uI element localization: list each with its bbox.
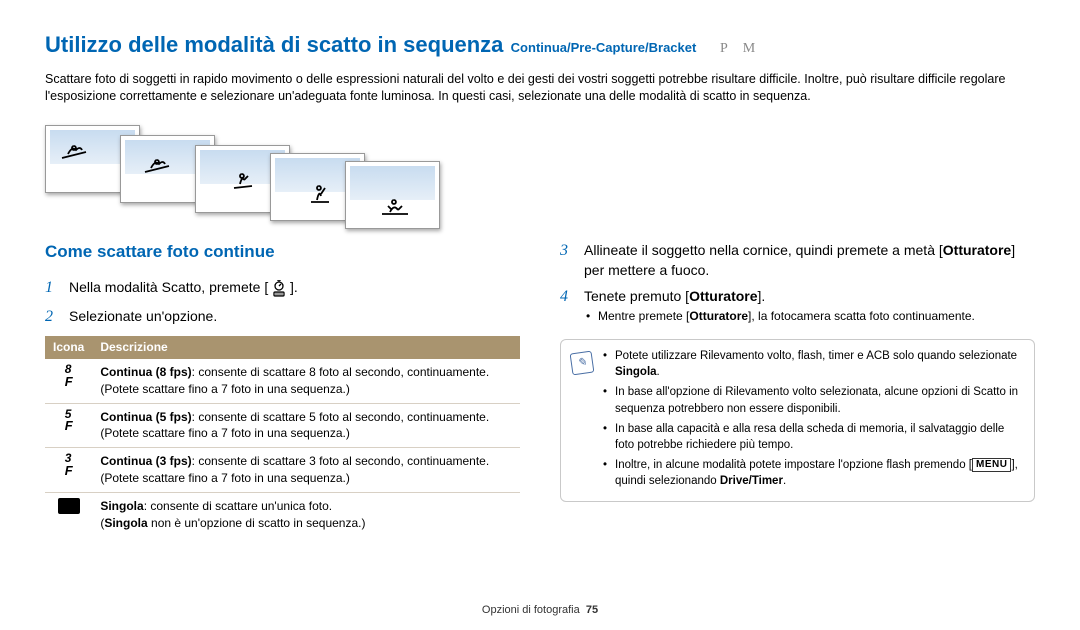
fps-8-icon: 8F bbox=[65, 364, 73, 389]
table-header-desc: Descrizione bbox=[92, 336, 520, 359]
table-cell-desc: Continua (8 fps): consente di scattare 8… bbox=[92, 359, 520, 403]
page-header: Utilizzo delle modalità di scatto in seq… bbox=[45, 30, 1035, 61]
single-shot-icon bbox=[58, 498, 80, 514]
note-item: In base alla capacità e alla resa della … bbox=[603, 421, 1024, 453]
table-cell-desc: Continua (3 fps): consente di scattare 3… bbox=[92, 448, 520, 493]
right-column: 3 Allineate il soggetto nella cornice, q… bbox=[560, 240, 1035, 537]
table-row: 8F Continua (8 fps): consente di scattar… bbox=[45, 359, 520, 403]
table-header-icon: Icona bbox=[45, 336, 92, 359]
footer-section: Opzioni di fotografia bbox=[482, 604, 580, 616]
timer-drive-icon bbox=[272, 280, 286, 298]
sequence-frame bbox=[345, 161, 440, 229]
note-list: Potete utilizzare Rilevamento volto, fla… bbox=[603, 348, 1024, 493]
table-row: 3F Continua (3 fps): consente di scattar… bbox=[45, 448, 520, 493]
note-box: ✎ Potete utilizzare Rilevamento volto, f… bbox=[560, 339, 1035, 502]
step-number: 3 bbox=[560, 240, 574, 262]
note-item: In base all'opzione di Rilevamento volto… bbox=[603, 384, 1024, 416]
snowboarder-icon bbox=[143, 154, 171, 176]
table-row: Singola: consente di scattare un'unica f… bbox=[45, 492, 520, 536]
note-item: Potete utilizzare Rilevamento volto, fla… bbox=[603, 348, 1024, 380]
section-heading: Come scattare foto continue bbox=[45, 240, 520, 264]
step-number: 1 bbox=[45, 277, 59, 299]
table-cell-desc: Continua (5 fps): consente di scattare 5… bbox=[92, 403, 520, 448]
step-2: 2 Selezionate un'opzione. bbox=[45, 306, 520, 328]
step-1: 1 Nella modalità Scatto, premete [ ]. bbox=[45, 277, 520, 299]
step-text: Nella modalità Scatto, premete [ ]. bbox=[69, 277, 298, 297]
step-3: 3 Allineate il soggetto nella cornice, q… bbox=[560, 240, 1035, 281]
step-4: 4 Tenete premuto [Otturatore]. Mentre pr… bbox=[560, 286, 1035, 327]
sub-bullet-list: Mentre premete [Otturatore], la fotocame… bbox=[584, 308, 975, 325]
footer-page-number: 75 bbox=[586, 604, 598, 616]
snowboarder-icon bbox=[230, 166, 256, 192]
left-column: Come scattare foto continue 1 Nella moda… bbox=[45, 240, 520, 537]
table-row: 5F Continua (5 fps): consente di scattar… bbox=[45, 403, 520, 448]
snowboarder-icon bbox=[307, 178, 333, 206]
note-icon: ✎ bbox=[570, 351, 595, 376]
step-number: 2 bbox=[45, 306, 59, 328]
sub-bullet: Mentre premete [Otturatore], la fotocame… bbox=[584, 308, 975, 325]
menu-icon: MENU bbox=[972, 458, 1011, 472]
snowboarder-icon bbox=[380, 192, 410, 218]
step-number: 4 bbox=[560, 286, 574, 308]
step-text: Selezionate un'opzione. bbox=[69, 306, 217, 326]
note-item: Inoltre, in alcune modalità potete impos… bbox=[603, 457, 1024, 489]
step-text: Tenete premuto [Otturatore]. Mentre prem… bbox=[584, 286, 975, 327]
page-title-sub: Continua/Pre-Capture/Bracket bbox=[507, 40, 696, 55]
fps-3-icon: 3F bbox=[65, 453, 73, 478]
options-table: Icona Descrizione 8F Continua (8 fps): c… bbox=[45, 336, 520, 536]
table-cell-desc: Singola: consente di scattare un'unica f… bbox=[92, 492, 520, 536]
page-title-main: Utilizzo delle modalità di scatto in seq… bbox=[45, 32, 503, 57]
page-footer: Opzioni di fotografia 75 bbox=[0, 603, 1080, 618]
intro-paragraph: Scattare foto di soggetti in rapido movi… bbox=[45, 71, 1035, 105]
step-text: Allineate il soggetto nella cornice, qui… bbox=[584, 240, 1035, 281]
snowboarder-icon bbox=[60, 140, 88, 162]
mode-indicators: P M bbox=[720, 39, 761, 59]
sequence-strip bbox=[45, 125, 485, 225]
fps-5-icon: 5F bbox=[65, 409, 73, 434]
